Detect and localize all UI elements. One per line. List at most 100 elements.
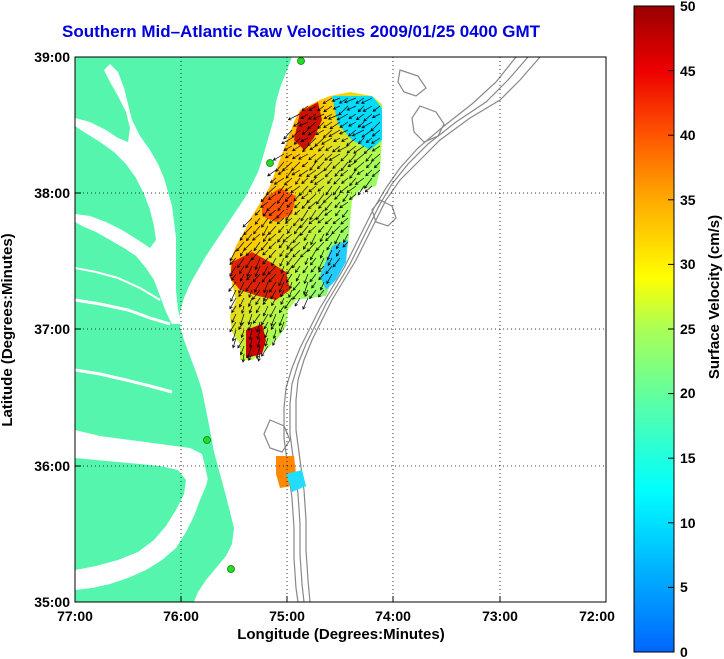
velocity-arrow [286, 201, 293, 209]
velocity-vectors [228, 97, 381, 363]
velocity-arrow [254, 265, 261, 278]
velocity-arrow [324, 209, 333, 216]
velocity-arrow [318, 289, 325, 298]
colorbar-tick-label: 10 [680, 515, 696, 531]
velocity-arrow [298, 153, 309, 160]
velocity-arrow [292, 217, 301, 227]
velocity-arrow [261, 313, 269, 326]
velocity-arrow [315, 241, 325, 251]
velocity-arrow [272, 153, 285, 161]
velocity-arrow [364, 185, 373, 193]
velocity-arrow [228, 281, 237, 292]
velocity-arrow [264, 329, 269, 339]
velocity-arrow [283, 145, 293, 151]
velocity-arrow [313, 169, 325, 179]
velocity-arrow [328, 153, 341, 161]
velocity-arrow [317, 145, 325, 152]
river-inlet [75, 267, 161, 301]
velocity-arrow [238, 281, 245, 294]
y-tick-label: 35:00 [34, 594, 70, 610]
x-tick-label: 75:00 [269, 608, 305, 624]
velocity-arrow [256, 337, 261, 348]
velocity-arrow [231, 313, 237, 324]
velocity-arrow [261, 345, 269, 357]
velocity-arrow [340, 225, 349, 233]
velocity-arrow [343, 97, 357, 104]
velocity-arrow [293, 121, 301, 127]
velocity-arrow [346, 185, 357, 194]
velocity-arrow [360, 97, 373, 104]
velocity-arrow [336, 241, 341, 250]
velocity-arrow [294, 265, 301, 274]
velocity-arrow [237, 337, 245, 349]
velocity-arrow [308, 217, 317, 225]
radar-station-marker [227, 565, 235, 573]
velocity-arrow [264, 337, 269, 347]
velocity-arrow [239, 273, 245, 282]
velocity-arrow [327, 177, 333, 185]
velocity-arrow [248, 305, 253, 314]
velocity-arrow [294, 201, 301, 209]
velocity-arrow [267, 225, 277, 236]
velocity-arrow [284, 297, 293, 310]
velocity-arrow [254, 217, 261, 225]
velocity-arrow [349, 169, 357, 179]
velocity-arrow [246, 345, 253, 359]
velocity-arrow [287, 113, 301, 121]
velocity-arrow [262, 265, 269, 276]
velocity-arrow [331, 97, 341, 102]
colorbar-tick-label: 50 [680, 0, 696, 14]
velocity-arrow [303, 273, 309, 285]
velocity-arrow [278, 281, 285, 293]
map-title: Southern Mid–Atlantic Raw Velocities 200… [62, 22, 541, 41]
colorbar-tick-label: 5 [680, 579, 688, 595]
velocity-arrow [285, 169, 293, 179]
velocity-arrow [353, 153, 365, 163]
velocity-arrow [319, 249, 325, 259]
velocity-field [230, 92, 382, 492]
velocity-arrow [280, 297, 285, 305]
velocity-arrow [280, 289, 285, 298]
velocity-arrow [270, 313, 277, 327]
y-axis-label: Latitude (Degrees:Minutes) [0, 233, 16, 426]
velocity-arrow [323, 161, 333, 172]
velocity-arrow [229, 265, 237, 277]
velocity-arrow [348, 153, 357, 164]
velocity-arrow [318, 225, 325, 233]
velocity-arrow [247, 321, 253, 332]
velocity-arrow [269, 305, 277, 318]
velocity-arrow [261, 273, 269, 283]
chesapeake-bay [75, 64, 182, 324]
velocity-arrow [231, 305, 237, 314]
velocity-arrow [292, 249, 301, 258]
velocity-arrow [307, 121, 317, 130]
velocity-arrow [232, 337, 237, 349]
velocity-arrow [292, 233, 301, 244]
velocity-arrow [322, 129, 333, 139]
velocity-arrow [254, 257, 261, 271]
velocity-arrow [318, 265, 325, 273]
x-tick-marks [74, 56, 607, 603]
velocity-arrow [303, 233, 309, 242]
velocity-arrow [289, 241, 301, 251]
velocity-arrow [339, 129, 349, 135]
velocity-arrow [307, 201, 317, 210]
velocity-arrow [291, 153, 301, 160]
velocity-arrow [301, 193, 309, 200]
velocity-arrow [314, 153, 325, 163]
velocity-arrow [278, 241, 285, 249]
velocity-arrow [333, 137, 341, 142]
velocity-arrow [286, 265, 293, 275]
velocity-arrow [329, 121, 341, 130]
velocity-arrow [317, 185, 325, 192]
land-mass [75, 57, 292, 602]
velocity-arrow [299, 249, 309, 258]
velocity-arrow [260, 241, 269, 251]
velocity-arrow [278, 273, 285, 287]
velocity-arrow [283, 129, 293, 140]
velocity-arrow [336, 113, 349, 121]
bathymetry-contours [263, 57, 541, 602]
velocity-arrow [245, 257, 253, 269]
velocity-arrow [373, 161, 381, 169]
colorbar-tick-label: 30 [680, 256, 696, 272]
